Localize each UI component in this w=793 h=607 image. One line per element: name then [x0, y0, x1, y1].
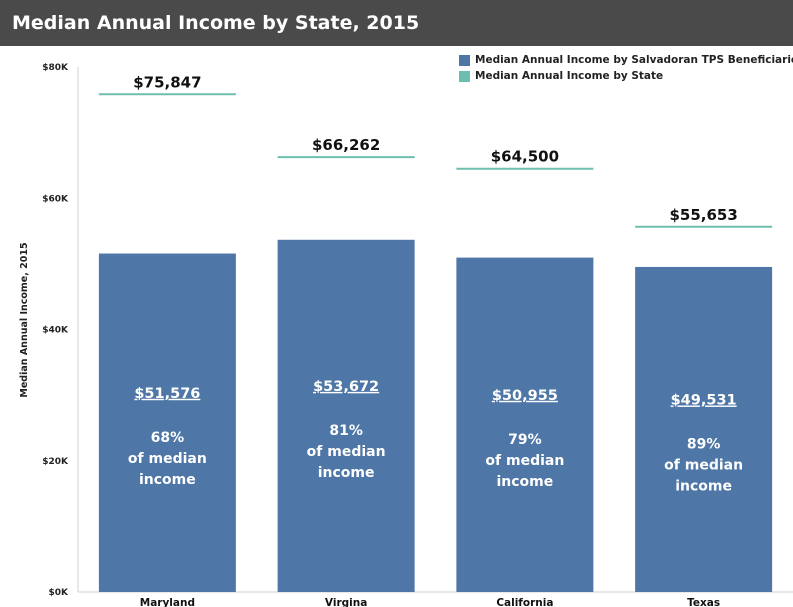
y-axis-label: Median Annual Income, 2015 [19, 242, 30, 397]
state-median-label: $75,847 [133, 73, 201, 91]
state-median-label: $66,262 [312, 136, 380, 154]
pct-caption-label: income [675, 478, 732, 494]
bar-maryland [98, 253, 236, 592]
legend-item-tps: Median Annual Income by Salvadoran TPS B… [456, 52, 793, 68]
y-tick-label: $40K [42, 326, 69, 336]
chart-title: Median Annual Income by State, 2015 [0, 0, 793, 46]
x-tick-label: California [496, 597, 553, 607]
y-tick-label: $20K [42, 457, 69, 467]
bars [98, 239, 773, 592]
legend-label-tps: Median Annual Income by Salvadoran TPS B… [475, 54, 793, 66]
pct-caption-label: of median [307, 444, 386, 460]
x-tick-label: Texas [687, 597, 720, 607]
pct-caption-label: of median [664, 457, 743, 473]
state-median-label: $64,500 [491, 148, 559, 166]
tps-income-label: $53,672 [313, 379, 379, 395]
pct-of-median-label: 89% [687, 436, 721, 452]
tps-income-label: $50,955 [492, 388, 558, 404]
x-tick-label: Virgina [325, 597, 367, 607]
pct-caption-label: of median [128, 451, 207, 467]
bar-texas [635, 266, 773, 592]
legend-item-state: Median Annual Income by State [456, 68, 793, 84]
pct-caption-label: of median [485, 453, 564, 469]
y-tick-label: $60K [42, 194, 69, 204]
x-tick-label: Maryland [140, 597, 195, 607]
pct-of-median-label: 81% [329, 423, 363, 439]
data-labels: $75,847 $51,576 68% of median income Maryland… [128, 73, 743, 607]
pct-of-median-label: 79% [508, 432, 542, 448]
pct-caption-label: income [496, 474, 553, 490]
y-tick-label: $80K [42, 63, 69, 73]
bar-virgina [277, 239, 415, 592]
pct-caption-label: income [318, 465, 375, 481]
state-median-label: $55,653 [669, 206, 737, 224]
state-median-lines [98, 93, 773, 228]
legend-swatch-tps [459, 54, 470, 66]
legend: Median Annual Income by Salvadoran TPS B… [456, 52, 793, 86]
y-tick-label: $0K [49, 588, 70, 598]
tps-income-label: $51,576 [134, 386, 200, 402]
pct-caption-label: income [139, 472, 196, 488]
tps-income-label: $49,531 [671, 392, 737, 408]
pct-of-median-label: 68% [151, 430, 185, 446]
bar-california [456, 257, 594, 592]
legend-label-state: Median Annual Income by State [475, 70, 664, 82]
legend-swatch-state [459, 70, 470, 82]
